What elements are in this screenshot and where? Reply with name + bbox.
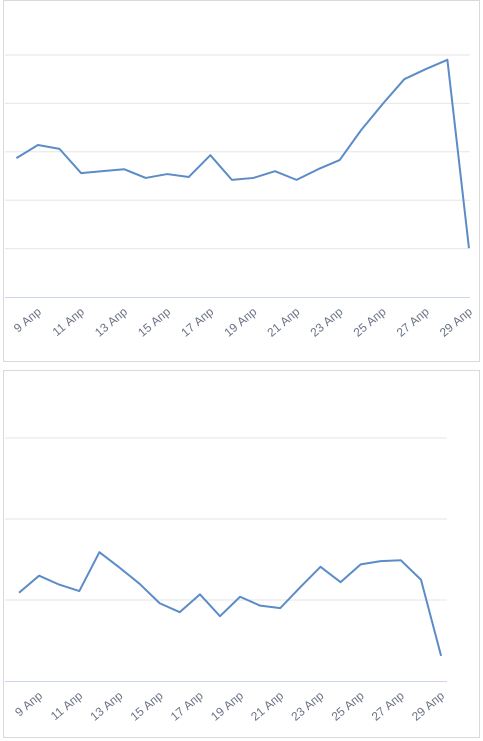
chart-card [3,0,480,362]
chart-card [3,370,480,738]
line-series [18,551,443,657]
line-series [15,58,470,249]
